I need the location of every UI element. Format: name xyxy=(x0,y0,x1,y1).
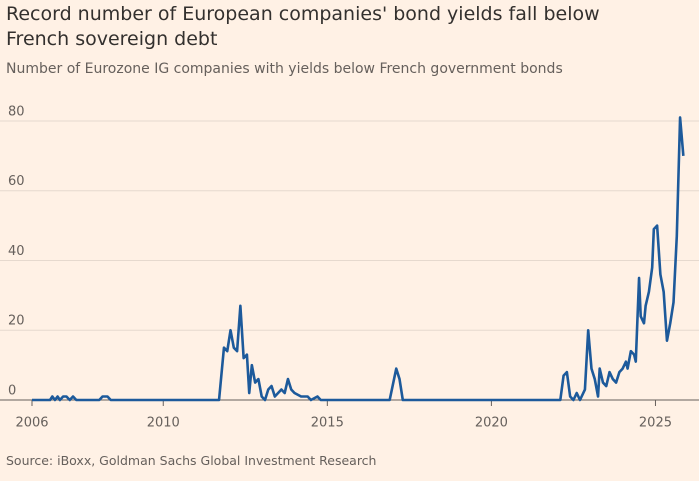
y-tick-label: 0 xyxy=(8,384,16,399)
y-tick-label: 80 xyxy=(8,104,25,119)
chart-source: Source: iBoxx, Goldman Sachs Global Inve… xyxy=(6,453,377,468)
y-tick-label: 40 xyxy=(8,244,25,259)
x-tick-label: 2010 xyxy=(147,416,180,431)
data-line xyxy=(32,116,685,402)
chart-subtitle: Number of Eurozone IG companies with yie… xyxy=(6,61,563,77)
x-tick-label: 2015 xyxy=(311,416,344,431)
y-tick-label: 20 xyxy=(8,314,25,329)
x-tick-label: 2025 xyxy=(639,416,672,431)
x-tick-label: 2020 xyxy=(475,416,508,431)
y-tick-label: 60 xyxy=(8,174,25,189)
x-tick-label: 2006 xyxy=(15,416,48,431)
chart-title: Record number of European companies' bon… xyxy=(6,3,600,50)
